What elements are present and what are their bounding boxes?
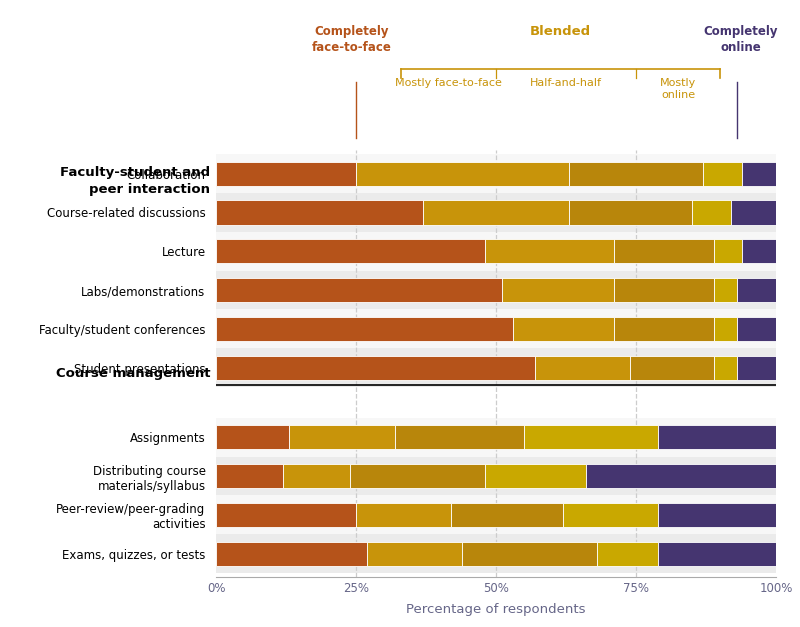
Bar — [395, 425, 524, 450]
Bar — [216, 418, 776, 456]
Bar — [569, 201, 692, 224]
Bar — [597, 542, 658, 566]
Bar — [216, 503, 356, 527]
Bar — [737, 317, 776, 341]
Text: Mostly face-to-face: Mostly face-to-face — [395, 78, 502, 88]
Bar — [283, 464, 350, 488]
Bar — [451, 503, 563, 527]
Bar — [535, 356, 630, 379]
Bar — [350, 464, 485, 488]
Text: Faculty-student and
peer interaction: Faculty-student and peer interaction — [60, 166, 210, 196]
Bar — [714, 278, 737, 302]
Bar — [216, 356, 535, 379]
Bar — [614, 317, 714, 341]
Bar — [731, 201, 776, 224]
Bar — [423, 201, 569, 224]
Bar — [216, 240, 485, 263]
Bar — [485, 240, 614, 263]
Bar — [563, 503, 658, 527]
Bar — [502, 278, 614, 302]
Bar — [742, 162, 776, 186]
Bar — [216, 232, 776, 271]
Bar — [289, 425, 395, 450]
Bar — [216, 278, 502, 302]
Bar — [216, 271, 776, 309]
Bar — [737, 278, 776, 302]
Bar — [513, 317, 614, 341]
Text: Half-and-half: Half-and-half — [530, 78, 602, 88]
Bar — [714, 317, 737, 341]
Text: Blended: Blended — [530, 25, 591, 38]
Bar — [216, 193, 776, 232]
Bar — [614, 278, 714, 302]
Bar — [356, 162, 569, 186]
Bar — [216, 309, 776, 348]
Bar — [216, 317, 513, 341]
Bar — [630, 356, 714, 379]
Bar — [586, 464, 776, 488]
Text: Completely
online: Completely online — [703, 25, 778, 54]
Bar — [216, 154, 776, 193]
Bar — [703, 162, 742, 186]
Bar — [658, 542, 776, 566]
Text: Completely
face-to-face: Completely face-to-face — [312, 25, 392, 54]
Bar — [737, 356, 776, 379]
Bar — [367, 542, 462, 566]
Bar — [216, 464, 283, 488]
Bar — [462, 542, 597, 566]
Bar — [614, 240, 714, 263]
Bar — [216, 495, 776, 534]
Bar — [485, 464, 586, 488]
Bar — [216, 456, 776, 495]
X-axis label: Percentage of respondents: Percentage of respondents — [406, 603, 586, 616]
Bar — [356, 503, 451, 527]
Bar — [569, 162, 703, 186]
Text: Course management: Course management — [56, 367, 210, 381]
Bar — [216, 201, 423, 224]
Bar — [692, 201, 731, 224]
Bar — [658, 503, 776, 527]
Bar — [216, 348, 776, 387]
Bar — [658, 425, 776, 450]
Bar — [742, 240, 776, 263]
Bar — [216, 542, 367, 566]
Bar — [216, 162, 356, 186]
Bar — [714, 240, 742, 263]
Bar — [714, 356, 737, 379]
Text: Mostly
online: Mostly online — [660, 78, 696, 100]
Bar — [216, 534, 776, 573]
Bar — [524, 425, 658, 450]
Bar — [216, 425, 289, 450]
